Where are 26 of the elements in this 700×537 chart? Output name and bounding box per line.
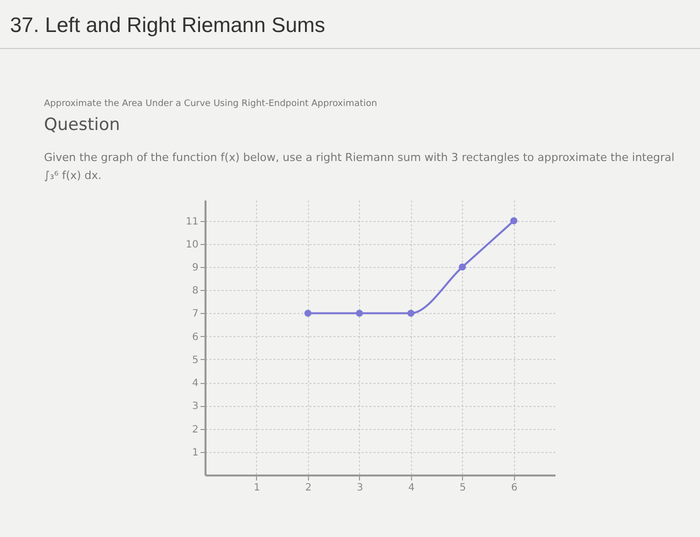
point xyxy=(356,310,363,317)
point xyxy=(304,310,312,317)
y-tick-label: 1 xyxy=(192,447,198,458)
y-tick-label: 9 xyxy=(192,262,198,274)
y-tick-label: 6 xyxy=(192,332,198,343)
y-tick-label: 5 xyxy=(192,354,198,366)
chart-subtitle: Approximate the Area Under a Curve Using Right-Endpoint Approximation xyxy=(44,99,378,109)
x-tick-label: 4 xyxy=(408,482,415,494)
point xyxy=(407,310,414,317)
y-tick-label: 4 xyxy=(192,378,198,390)
point xyxy=(510,217,518,224)
x-tick-label: 1 xyxy=(254,482,260,494)
y-tick-label: 2 xyxy=(192,424,198,436)
y-tick-label: 11 xyxy=(186,216,198,228)
chart-title: 37. Left and Right Riemann Sums xyxy=(0,0,700,49)
y-tick-label: 7 xyxy=(192,308,198,320)
point xyxy=(458,263,466,271)
y-tick-label: 3 xyxy=(192,401,198,412)
y-tick-label: 8 xyxy=(192,286,198,297)
x-tick-label: 3 xyxy=(356,482,364,494)
x-tick-label: 2 xyxy=(305,482,312,494)
text: Question xyxy=(44,115,122,135)
x-tick-label: 6 xyxy=(511,482,518,494)
x-tick-label: 5 xyxy=(460,482,466,494)
y-tick-label: 10 xyxy=(186,239,198,250)
text: Given the graph of the function f(x) below, use a right Riemann sum with 3 rectangles to approximate the integral ∫₃⁶ f(x) dx. xyxy=(44,150,676,184)
